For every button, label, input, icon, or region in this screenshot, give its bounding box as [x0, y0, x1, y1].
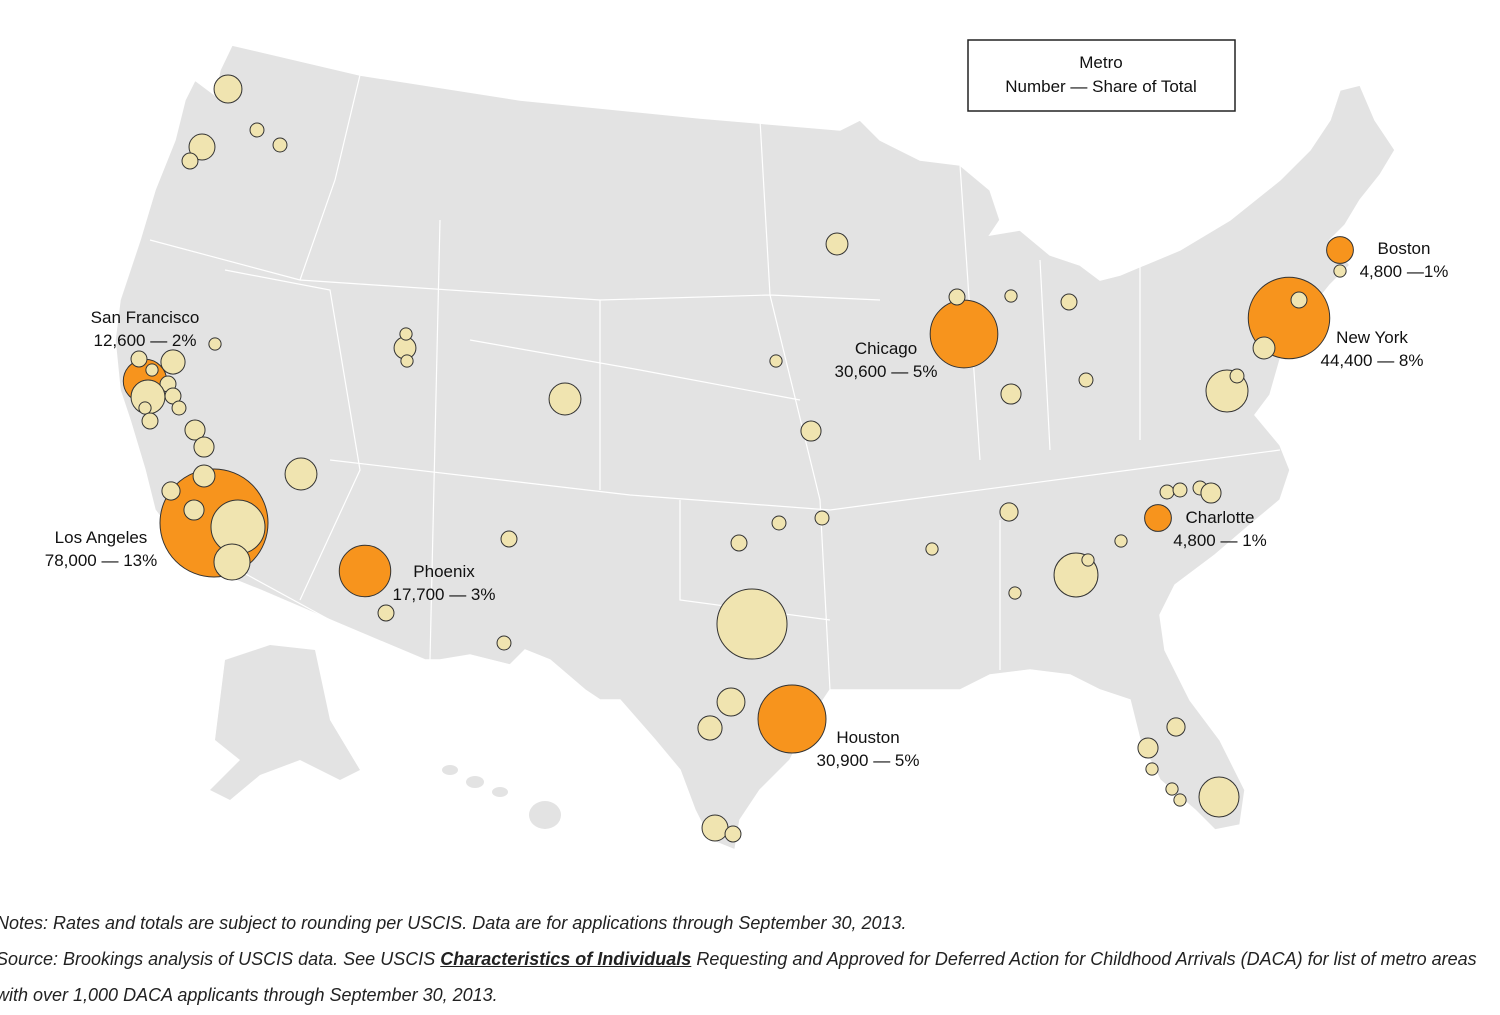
metro-bubble — [771, 515, 787, 531]
metro-bubble — [999, 502, 1019, 522]
state-lines — [149, 74, 1281, 691]
metro-bubble — [929, 299, 999, 369]
metro-bubble — [1145, 762, 1159, 776]
map: Metro Number — Share of Total Los Angele… — [45, 39, 1449, 852]
source-line: Source: Brookings analysis of USCIS data… — [0, 941, 1492, 1013]
metro-bubble — [1326, 236, 1354, 264]
metro-bubble — [730, 534, 748, 552]
metro-bubble — [697, 715, 723, 741]
metro-bubble — [925, 542, 939, 556]
metro-bubble — [1200, 482, 1222, 504]
metro-bubble — [1008, 586, 1022, 600]
metro-name: Charlotte — [1186, 508, 1255, 527]
metro-bubble — [208, 337, 222, 351]
metro-bubble — [1166, 717, 1186, 737]
metro-bubble — [181, 152, 199, 170]
metro-bubble — [377, 604, 395, 622]
metro-name: Los Angeles — [55, 528, 148, 547]
metro-bubble — [1114, 534, 1128, 548]
metro-bubble — [701, 814, 729, 842]
metro-value: 44,400 — 8% — [1320, 351, 1423, 370]
metro-bubble — [145, 363, 159, 377]
metro-bubble — [183, 499, 205, 521]
legend-title: Metro — [1079, 53, 1122, 72]
metro-bubble — [213, 543, 251, 581]
notes-line: Notes: Rates and totals are subject to r… — [0, 913, 907, 933]
metro-bubble — [284, 457, 318, 491]
metro-bubble — [800, 420, 822, 442]
metro-bubble — [138, 401, 152, 415]
metro-bubble — [184, 419, 206, 441]
legend-box — [967, 39, 1236, 112]
metro-bubble — [716, 588, 788, 660]
metro-bubble — [160, 349, 186, 375]
metro-bubble — [399, 327, 413, 341]
metro-bubble — [1172, 482, 1188, 498]
metro-name: Boston — [1378, 239, 1431, 258]
metro-name: Chicago — [855, 339, 917, 358]
metro-bubble — [1004, 289, 1018, 303]
metro-bubble — [814, 510, 830, 526]
metro-bubble — [193, 436, 215, 458]
metro-bubble — [1173, 793, 1187, 807]
metro-bubble — [1333, 264, 1347, 278]
metro-bubble — [400, 354, 414, 368]
metro-bubble — [1229, 368, 1245, 384]
metro-value: 12,600 — 2% — [93, 331, 196, 350]
metro-bubble — [192, 464, 216, 488]
source-text: Source: Brookings analysis of USCIS data… — [0, 949, 436, 969]
metro-bubble — [161, 481, 181, 501]
notes: Notes: Rates and totals are subject to r… — [0, 905, 1492, 1013]
metro-bubble — [1290, 291, 1308, 309]
source-link[interactable]: Characteristics of Individuals — [440, 949, 692, 969]
metro-bubble — [130, 350, 148, 368]
metro-bubble — [769, 354, 783, 368]
metro-bubble — [500, 530, 518, 548]
metro-value: 4,800 — 1% — [1173, 531, 1267, 550]
metro-bubble — [249, 122, 265, 138]
metro-name: San Francisco — [91, 308, 200, 327]
us-outline — [114, 44, 1396, 852]
metro-name: New York — [1336, 328, 1408, 347]
metro-name: Phoenix — [413, 562, 475, 581]
metro-bubble — [171, 400, 187, 416]
metro-bubble — [272, 137, 288, 153]
metro-bubble — [1198, 776, 1240, 818]
metro-name: Houston — [836, 728, 899, 747]
metro-bubble — [724, 825, 742, 843]
metro-bubble — [141, 412, 159, 430]
metro-bubble — [1081, 553, 1095, 567]
metro-value: 30,900 — 5% — [816, 751, 919, 770]
metro-value: 17,700 — 3% — [392, 585, 495, 604]
legend-subtitle: Number — Share of Total — [1005, 77, 1197, 96]
metro-bubble — [188, 133, 216, 161]
alaska — [210, 645, 360, 800]
metro-bubble — [948, 288, 966, 306]
metro-bubble — [716, 687, 746, 717]
metro-bubble — [338, 544, 392, 598]
hawaii — [442, 765, 561, 829]
metro-bubble — [825, 232, 849, 256]
metro-bubble — [1165, 782, 1179, 796]
metro-bubble — [496, 635, 512, 651]
metro-value: 30,600 — 5% — [834, 362, 937, 381]
metro-value: 78,000 — 13% — [45, 551, 157, 570]
metro-bubble — [1144, 504, 1172, 532]
metro-bubble — [1000, 383, 1022, 405]
metro-value: 4,800 —1% — [1360, 262, 1449, 281]
metro-bubble — [757, 684, 827, 754]
metro-bubble — [1252, 336, 1276, 360]
source-text: Requesting and Approved for Deferred Act… — [0, 949, 1477, 1005]
metro-bubble — [548, 382, 582, 416]
metro-bubble — [1060, 293, 1078, 311]
metro-bubble — [1137, 737, 1159, 759]
metro-bubble — [213, 74, 243, 104]
metro-bubble — [1078, 372, 1094, 388]
metro-bubble — [1159, 484, 1175, 500]
